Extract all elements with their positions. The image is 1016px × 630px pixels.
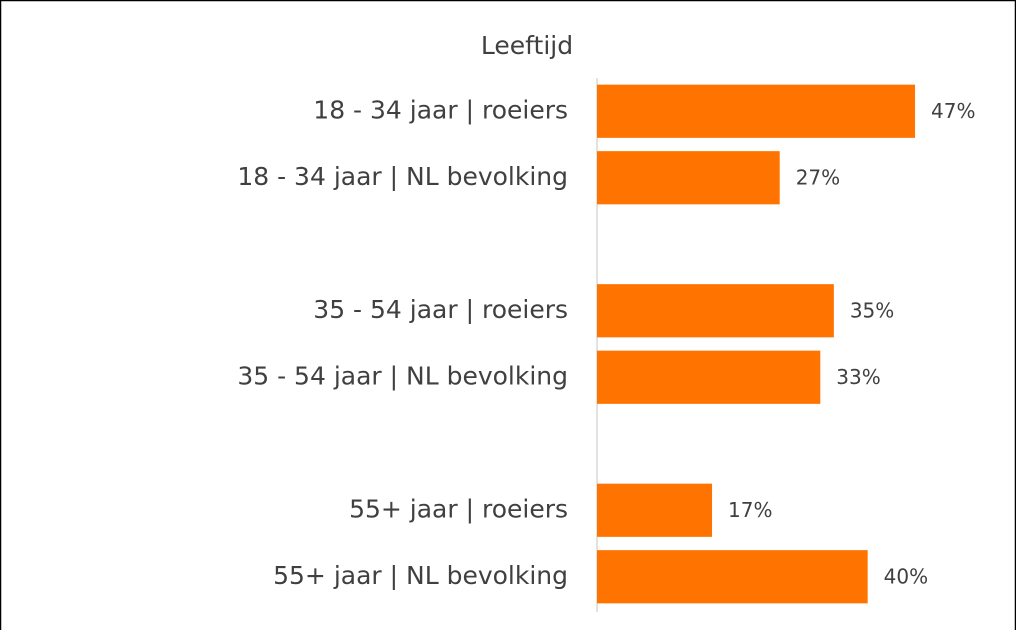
chart-title: Leeftijd: [481, 31, 573, 60]
y-tick-label: 35 - 54 jaar | NL bevolking: [237, 361, 568, 390]
bar: [597, 284, 834, 338]
bar: [597, 84, 916, 138]
y-tick-label: 55+ jaar | roeiers: [349, 494, 568, 523]
y-tick-label: 55+ jaar | NL bevolking: [273, 561, 568, 590]
value-label: 35%: [850, 298, 894, 322]
y-tick-label: 18 - 34 jaar | NL bevolking: [237, 162, 568, 191]
bar: [597, 550, 868, 604]
value-label: 40%: [884, 564, 928, 588]
y-tick-label: 18 - 34 jaar | roeiers: [313, 95, 568, 124]
value-label: 17%: [728, 498, 772, 522]
bar: [597, 151, 780, 205]
value-label: 27%: [796, 165, 840, 189]
value-label: 33%: [836, 365, 880, 389]
bar: [597, 350, 821, 404]
value-label: 47%: [931, 99, 975, 123]
bar: [597, 483, 713, 537]
y-tick-label: 35 - 54 jaar | roeiers: [313, 295, 568, 324]
